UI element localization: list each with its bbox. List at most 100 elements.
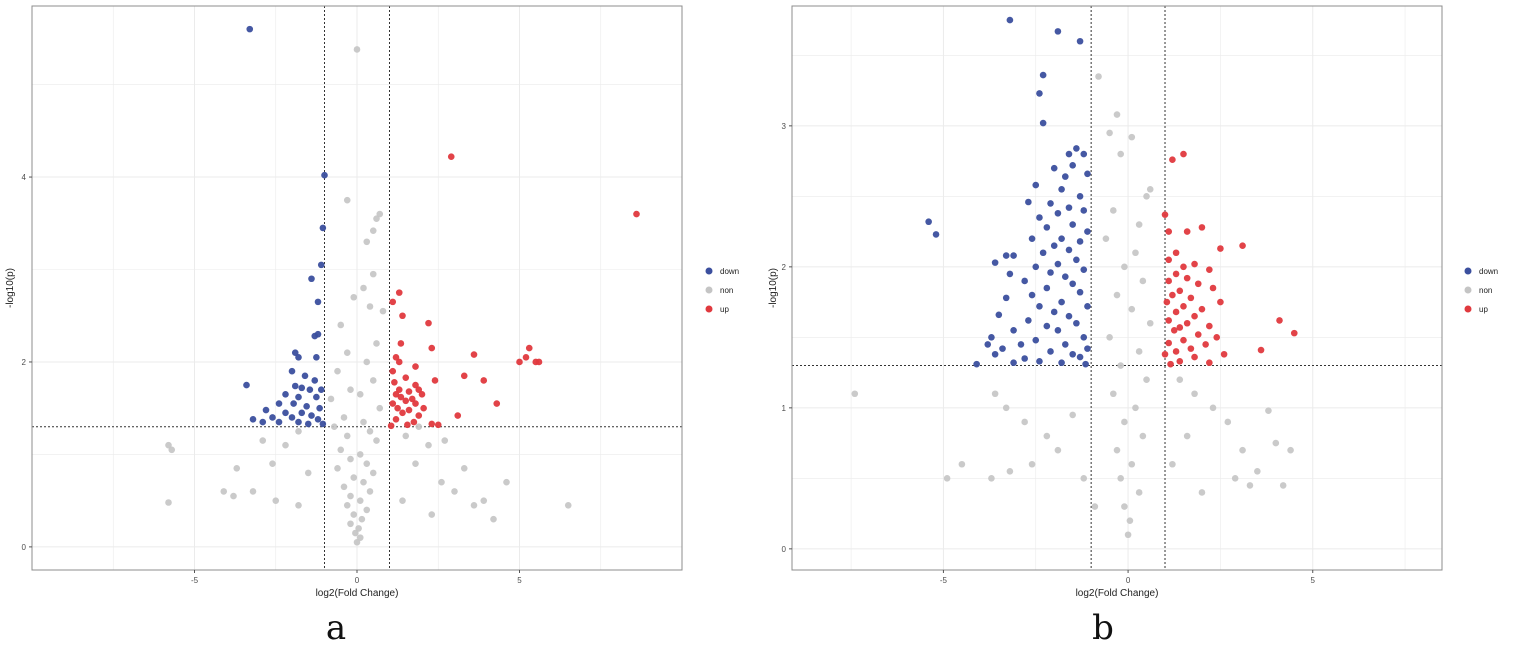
point-non <box>334 367 341 375</box>
point-down <box>316 404 323 412</box>
panel-label-b: b <box>1092 608 1114 648</box>
point-up <box>1172 270 1180 278</box>
point-non <box>1106 334 1113 341</box>
point-down <box>991 350 999 358</box>
point-up <box>415 412 423 419</box>
point-up <box>404 421 411 429</box>
x-ticks-b: -5 0 5 <box>940 570 1316 585</box>
point-down <box>973 360 980 368</box>
point-non <box>360 478 367 486</box>
point-up <box>1217 298 1224 306</box>
point-up <box>1206 266 1213 273</box>
point-non <box>1176 376 1184 383</box>
point-non <box>369 227 377 234</box>
point-non <box>249 488 257 495</box>
y-axis-title-b: -log10(p) <box>768 268 779 308</box>
point-non <box>1069 411 1076 419</box>
point-down <box>1054 28 1062 35</box>
point-non <box>220 488 228 495</box>
point-non <box>272 497 280 504</box>
point-non <box>1135 348 1143 355</box>
point-down <box>313 354 320 361</box>
point-non <box>1128 305 1136 313</box>
point-non <box>1198 489 1206 496</box>
point-down <box>275 418 283 426</box>
point-up <box>428 420 436 428</box>
point-non <box>988 475 995 482</box>
point-non <box>350 293 358 301</box>
point-down <box>1043 284 1051 292</box>
point-non <box>337 446 345 454</box>
point-non <box>379 307 387 315</box>
point-down <box>1002 294 1010 302</box>
point-up <box>1290 329 1298 337</box>
point-down <box>1076 353 1084 361</box>
point-non <box>347 386 354 394</box>
point-down <box>1050 164 1058 172</box>
point-non <box>259 437 267 444</box>
point-non <box>438 478 445 486</box>
point-non <box>503 478 510 486</box>
point-down <box>1054 327 1062 334</box>
point-up <box>480 377 488 384</box>
point-non <box>1287 446 1294 454</box>
point-non <box>168 446 176 454</box>
point-up <box>399 409 406 417</box>
point-non <box>1135 221 1143 228</box>
point-up <box>1180 150 1187 158</box>
point-up <box>387 422 395 430</box>
point-down <box>291 349 299 357</box>
point-non <box>1121 418 1128 426</box>
point-non <box>343 196 351 204</box>
point-non <box>356 451 364 458</box>
point-down <box>1047 269 1054 276</box>
point-non <box>470 501 478 509</box>
point-non <box>360 418 367 426</box>
point-down <box>1047 348 1054 355</box>
point-non <box>851 390 859 398</box>
point-up <box>1198 305 1206 313</box>
point-non <box>356 497 364 504</box>
point-up <box>1194 331 1202 338</box>
point-down <box>314 298 322 306</box>
point-non <box>1091 503 1099 510</box>
point-down <box>1025 317 1032 324</box>
point-down <box>308 412 315 419</box>
point-non <box>415 423 423 430</box>
point-down <box>1065 204 1073 211</box>
point-down <box>291 382 299 390</box>
x-tick-label: 0 <box>355 576 360 585</box>
point-down <box>1006 16 1014 24</box>
point-up <box>1169 156 1176 163</box>
x-tick-label: -5 <box>940 576 948 585</box>
point-up <box>1180 303 1187 310</box>
point-up <box>389 400 397 407</box>
point-up <box>1172 308 1180 316</box>
point-non <box>1113 291 1121 299</box>
point-down <box>288 367 296 375</box>
point-non <box>1135 489 1143 496</box>
point-down <box>1076 193 1084 200</box>
point-up <box>633 210 640 218</box>
point-non <box>425 441 432 449</box>
point-non <box>1279 482 1287 489</box>
point-non <box>1143 193 1150 200</box>
point-non <box>369 270 377 278</box>
point-non <box>350 511 358 518</box>
point-up <box>1217 245 1224 252</box>
point-down <box>1061 173 1069 180</box>
point-non <box>373 340 380 347</box>
y-tick-label: 2 <box>782 263 787 272</box>
point-non <box>356 534 364 541</box>
point-up <box>1172 348 1180 355</box>
point-non <box>369 377 377 384</box>
legend-label-non: non <box>1479 286 1492 295</box>
point-non <box>1002 404 1010 412</box>
legend-b: down non up <box>1464 267 1498 314</box>
point-down <box>1028 291 1036 299</box>
point-up <box>1170 327 1178 334</box>
point-up <box>395 386 403 394</box>
point-up <box>1198 224 1206 231</box>
point-up <box>1206 322 1213 330</box>
point-up <box>1257 346 1265 354</box>
